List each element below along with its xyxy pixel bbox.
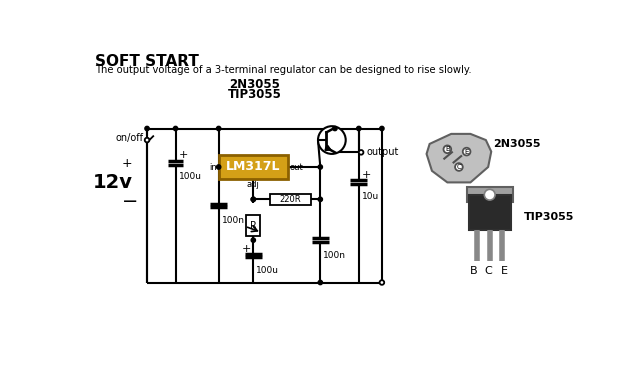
Text: E: E bbox=[465, 149, 468, 155]
Text: −: − bbox=[122, 192, 138, 211]
Polygon shape bbox=[427, 134, 492, 182]
Text: TIP3055: TIP3055 bbox=[524, 212, 575, 222]
Circle shape bbox=[333, 126, 337, 131]
Circle shape bbox=[318, 126, 346, 154]
Text: 220R: 220R bbox=[280, 195, 301, 204]
Circle shape bbox=[318, 197, 323, 201]
Circle shape bbox=[484, 189, 495, 200]
Text: E: E bbox=[501, 266, 508, 276]
Bar bbox=[219, 155, 288, 178]
Circle shape bbox=[251, 197, 255, 201]
Text: in: in bbox=[209, 162, 217, 172]
Text: B: B bbox=[470, 266, 477, 276]
Circle shape bbox=[173, 126, 178, 131]
Bar bbox=[467, 187, 513, 203]
Circle shape bbox=[145, 126, 149, 131]
Text: The output voltage of a 3-terminal regulator can be designed to rise slowly.: The output voltage of a 3-terminal regul… bbox=[95, 65, 472, 75]
Bar bbox=[469, 196, 511, 230]
Text: +: + bbox=[242, 245, 251, 254]
Text: C: C bbox=[484, 266, 492, 276]
Circle shape bbox=[463, 148, 470, 155]
Text: B: B bbox=[445, 146, 450, 152]
Text: C: C bbox=[456, 164, 461, 170]
Text: out: out bbox=[289, 162, 303, 172]
Text: 100u: 100u bbox=[179, 172, 202, 181]
Text: +: + bbox=[362, 170, 371, 180]
Circle shape bbox=[216, 126, 221, 131]
Text: 12v: 12v bbox=[92, 173, 132, 192]
Text: R: R bbox=[250, 220, 257, 231]
Text: 100n: 100n bbox=[323, 251, 346, 260]
Circle shape bbox=[318, 165, 323, 169]
Circle shape bbox=[251, 238, 255, 242]
Circle shape bbox=[380, 280, 384, 285]
Text: +: + bbox=[179, 150, 188, 161]
Circle shape bbox=[444, 145, 451, 153]
Bar bbox=[270, 194, 311, 205]
Text: 2N3055: 2N3055 bbox=[493, 139, 541, 149]
Text: 100u: 100u bbox=[257, 266, 280, 275]
Text: LM317L: LM317L bbox=[226, 161, 280, 173]
Circle shape bbox=[145, 138, 149, 142]
Text: adj: adj bbox=[247, 180, 260, 189]
Text: 2N3055: 2N3055 bbox=[229, 78, 280, 92]
Text: on/off: on/off bbox=[115, 133, 143, 143]
Circle shape bbox=[356, 126, 361, 131]
Circle shape bbox=[455, 163, 463, 171]
Text: +: + bbox=[122, 157, 132, 170]
Bar bbox=[246, 215, 260, 236]
Text: output: output bbox=[367, 147, 399, 157]
Circle shape bbox=[318, 280, 323, 285]
Circle shape bbox=[380, 126, 384, 131]
Text: TIP3055: TIP3055 bbox=[228, 88, 282, 101]
Text: SOFT START: SOFT START bbox=[95, 54, 199, 69]
Text: 10u: 10u bbox=[362, 192, 379, 201]
Circle shape bbox=[216, 165, 221, 169]
Text: 100n: 100n bbox=[221, 216, 244, 225]
Circle shape bbox=[359, 150, 364, 155]
Circle shape bbox=[251, 197, 255, 201]
